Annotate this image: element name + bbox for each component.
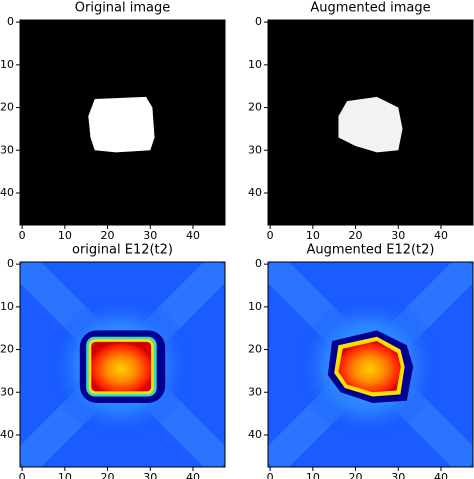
y-tick-label: 0 bbox=[255, 15, 262, 28]
x-tick-label: 40 bbox=[186, 229, 200, 242]
y-tick-label: 20 bbox=[248, 101, 262, 114]
x-tick-label: 10 bbox=[58, 229, 72, 242]
y-tick-label: 30 bbox=[0, 385, 14, 398]
x-tick-label: 0 bbox=[19, 229, 26, 242]
y-tick-label: 0 bbox=[255, 257, 262, 270]
x-tick-label: 40 bbox=[434, 229, 448, 242]
y-tick-label: 40 bbox=[248, 428, 262, 441]
x-tick-label: 30 bbox=[391, 471, 405, 479]
x-tick-label: 10 bbox=[58, 471, 72, 479]
y-tick-label: 30 bbox=[248, 385, 262, 398]
x-tick-label: 20 bbox=[101, 471, 115, 479]
x-tick-label: 0 bbox=[267, 471, 274, 479]
image bbox=[20, 262, 225, 467]
y-tick-label: 10 bbox=[248, 300, 262, 313]
x-tick-label: 10 bbox=[306, 471, 320, 479]
x-tick-label: 30 bbox=[391, 229, 405, 242]
y-tick-label: 20 bbox=[248, 343, 262, 356]
x-tick-label: 30 bbox=[143, 471, 157, 479]
y-tick-label: 40 bbox=[248, 186, 262, 199]
y-tick-label: 20 bbox=[0, 101, 14, 114]
y-tick-label: 0 bbox=[7, 257, 14, 270]
x-tick-label: 0 bbox=[267, 229, 274, 242]
y-tick-label: 10 bbox=[0, 58, 14, 71]
image bbox=[268, 20, 473, 225]
x-tick-label: 0 bbox=[19, 471, 26, 479]
y-tick-label: 40 bbox=[0, 428, 14, 441]
y-tick-label: 40 bbox=[0, 186, 14, 199]
image bbox=[268, 262, 473, 467]
x-tick-label: 20 bbox=[349, 229, 363, 242]
x-tick-label: 20 bbox=[101, 229, 115, 242]
image bbox=[20, 20, 225, 225]
axes-frame bbox=[19, 261, 226, 468]
panel-title: Original image bbox=[75, 1, 171, 16]
x-tick-label: 40 bbox=[186, 471, 200, 479]
panel-title: original E12(t2) bbox=[72, 243, 173, 258]
panel-title: Augmented image bbox=[310, 1, 430, 16]
y-tick-label: 10 bbox=[0, 300, 14, 313]
panel-title: Augmented E12(t2) bbox=[306, 243, 434, 258]
axes-frame bbox=[267, 19, 474, 226]
x-tick-label: 10 bbox=[306, 229, 320, 242]
x-tick-label: 40 bbox=[434, 471, 448, 479]
y-tick-label: 30 bbox=[248, 143, 262, 156]
axes-frame bbox=[267, 261, 474, 468]
x-tick-label: 30 bbox=[143, 229, 157, 242]
y-tick-label: 30 bbox=[0, 143, 14, 156]
y-tick-label: 0 bbox=[7, 15, 14, 28]
x-tick-label: 20 bbox=[349, 471, 363, 479]
y-tick-label: 10 bbox=[248, 58, 262, 71]
axes-frame bbox=[19, 19, 226, 226]
y-tick-label: 20 bbox=[0, 343, 14, 356]
